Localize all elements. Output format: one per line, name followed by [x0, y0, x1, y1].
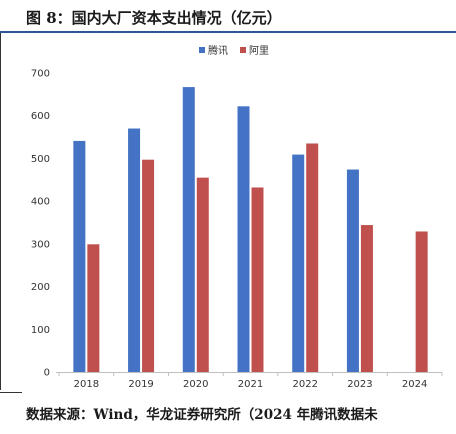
- bar-alibaba-2019: [142, 159, 155, 372]
- y-tick-label: 200: [31, 282, 50, 293]
- y-tick-label: 100: [31, 325, 50, 336]
- x-tick-label: 2018: [74, 379, 99, 390]
- x-tick-label: 2023: [347, 379, 372, 390]
- x-tick-label: 2021: [238, 379, 263, 390]
- bar-alibaba-2020: [196, 177, 209, 372]
- figure-title: 图 8：国内大厂资本支出情况（亿元）: [26, 9, 282, 27]
- legend-label-alibaba: 阿里: [249, 45, 269, 57]
- y-tick-label: 600: [31, 111, 50, 122]
- legend-swatch-tencent: [199, 47, 205, 53]
- y-tick-label: 500: [31, 154, 50, 165]
- bar-tencent-2023: [346, 169, 359, 372]
- bar-alibaba-2024: [415, 231, 428, 372]
- legend-label-tencent: 腾讯: [208, 44, 228, 57]
- y-axis-ticks: 0 100 200 300 400 500 600 700: [31, 69, 50, 379]
- bar-tencent-2022: [292, 154, 305, 372]
- bar-alibaba-2023: [360, 225, 373, 372]
- x-tick-label: 2024: [402, 379, 427, 390]
- left-border-line: [0, 33, 1, 390]
- title-divider: [0, 31, 456, 33]
- title-bar: 图 8：国内大厂资本支出情况（亿元）: [0, 0, 456, 32]
- x-tick-label: 2022: [292, 379, 317, 390]
- y-tick-label: 0: [44, 368, 50, 379]
- x-tick-label: 2020: [183, 379, 208, 390]
- bar-tencent-2018: [73, 140, 86, 372]
- bar-alibaba-2021: [251, 187, 264, 372]
- bars: [73, 87, 428, 373]
- chart-area: 腾讯 阿里 0 100 200 300 400 500 600 700 2018 2019 2020…: [0, 33, 456, 393]
- source-note: 数据来源：Wind，华龙证券研究所（2024 年腾讯数据未: [26, 407, 378, 423]
- legend-swatch-alibaba: [240, 47, 246, 53]
- y-tick-label: 300: [31, 239, 50, 250]
- bar-tencent-2019: [128, 128, 141, 372]
- y-tick-label: 700: [31, 69, 50, 80]
- bar-alibaba-2018: [87, 244, 100, 372]
- x-axis: 2018 2019 2020 2021 2022 2023 2024: [56, 372, 443, 390]
- bar-tencent-2021: [237, 106, 250, 373]
- bar-chart: 腾讯 阿里 0 100 200 300 400 500 600 700 2018 2019 2020…: [31, 44, 443, 390]
- y-tick-label: 400: [31, 197, 50, 208]
- footer-divider: [0, 392, 22, 393]
- bar-alibaba-2022: [306, 143, 319, 372]
- x-tick-label: 2019: [128, 379, 153, 390]
- legend: 腾讯 阿里: [199, 44, 269, 57]
- bar-tencent-2020: [182, 87, 195, 373]
